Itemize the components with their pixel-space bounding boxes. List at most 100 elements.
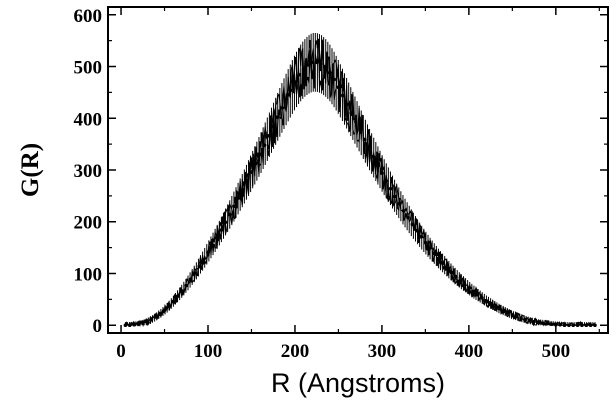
data-point (149, 317, 154, 322)
data-point (297, 72, 302, 77)
data-point (123, 323, 128, 328)
y-axis-label: G(R) (17, 143, 44, 197)
data-point (310, 60, 315, 65)
data-point (449, 270, 454, 275)
data-point (588, 323, 593, 328)
data-point (401, 209, 406, 213)
data-point (475, 292, 480, 297)
data-point (593, 323, 597, 328)
data-point (514, 314, 519, 319)
data-point (580, 323, 584, 328)
data-point (367, 146, 371, 151)
data-point (423, 240, 428, 245)
data-point (284, 97, 289, 101)
data-point (527, 318, 532, 323)
y-tick-label: 300 (74, 161, 103, 182)
data-point (167, 304, 171, 308)
data-point (293, 80, 297, 84)
data-point (136, 322, 141, 327)
data-point (562, 323, 567, 328)
data-band (124, 32, 596, 328)
data-point (406, 215, 410, 220)
data-point (288, 88, 293, 93)
data-point (206, 250, 210, 255)
data-point (327, 70, 332, 75)
data-points (123, 60, 597, 328)
data-point (201, 257, 206, 262)
data-point (223, 220, 228, 225)
x-tick-label: 400 (455, 341, 484, 362)
data-point (432, 251, 436, 256)
data-point (249, 170, 254, 174)
data-point (419, 234, 423, 239)
data-point (262, 143, 267, 147)
data-point (440, 261, 445, 265)
y-tick-label: 400 (74, 109, 103, 130)
data-point (436, 256, 441, 261)
data-point (558, 322, 562, 327)
data-point (275, 115, 280, 120)
data-point (214, 235, 219, 240)
data-point (193, 271, 197, 275)
data-point (184, 283, 189, 288)
x-tick-label: 500 (542, 341, 571, 362)
noise-trace (125, 38, 596, 328)
data-point (501, 308, 506, 313)
data-point (175, 294, 180, 299)
data-point (467, 286, 471, 290)
data-point (301, 67, 306, 71)
data-point (232, 204, 236, 209)
y-tick-label: 0 (93, 316, 103, 337)
data-point (306, 63, 310, 67)
data-point (127, 323, 132, 328)
data-point (375, 163, 380, 167)
data-point (471, 289, 476, 294)
data-point (340, 93, 345, 98)
data-point (267, 134, 271, 138)
data-point (240, 187, 245, 192)
data-point (188, 277, 193, 281)
data-point (132, 322, 136, 327)
data-point (506, 311, 510, 315)
data-point (554, 322, 558, 327)
x-tick-label: 300 (368, 341, 397, 362)
data-point (254, 161, 258, 166)
data-point (158, 312, 162, 316)
data-point (532, 319, 536, 324)
data-point (497, 306, 502, 311)
data-point (397, 201, 402, 206)
data-point (236, 196, 241, 200)
data-point (549, 322, 554, 327)
data-point (280, 106, 284, 110)
data-point (332, 77, 336, 82)
data-point (271, 124, 276, 129)
data-point (458, 278, 462, 283)
data-point (210, 243, 215, 247)
data-point (388, 186, 393, 191)
y-tick-label: 100 (74, 264, 103, 285)
data-point (536, 320, 541, 325)
x-tick-label: 200 (281, 341, 310, 362)
data-point (493, 304, 497, 308)
data-point (145, 319, 149, 324)
data-point (414, 228, 419, 233)
data-point (454, 274, 458, 279)
plot-frame (107, 6, 609, 334)
data-point (314, 60, 319, 65)
data-point (510, 313, 515, 317)
data-point (227, 212, 232, 217)
data-point (445, 266, 449, 270)
data-point (354, 120, 358, 124)
noise-trace (124, 39, 595, 328)
data-point (410, 222, 415, 227)
data-point (567, 323, 571, 328)
data-point (519, 316, 523, 320)
data-point (488, 301, 493, 306)
x-tick-label: 100 (194, 341, 223, 362)
data-point (584, 323, 589, 328)
data-point (171, 299, 176, 304)
data-point (571, 323, 576, 328)
data-point (258, 152, 262, 157)
data-point (162, 308, 167, 313)
